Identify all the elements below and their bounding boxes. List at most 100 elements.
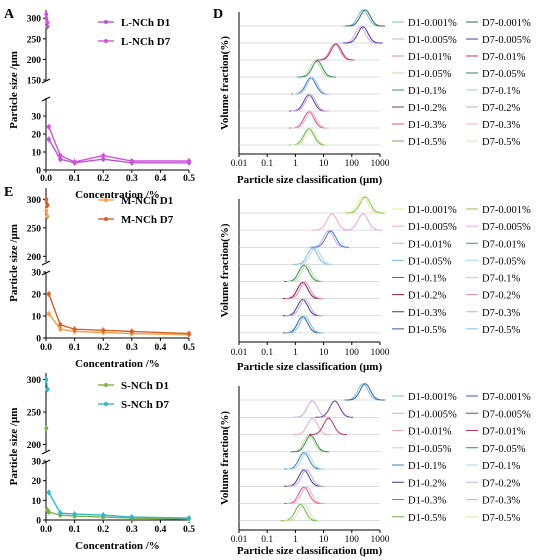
legend-marker bbox=[104, 198, 108, 202]
panel-letter: A bbox=[4, 7, 15, 22]
x-tick-label: 0.5 bbox=[183, 525, 195, 535]
panel-letter: D bbox=[213, 7, 223, 22]
x-tick-label: 0.1 bbox=[69, 525, 81, 535]
x-tick-label: 0.0 bbox=[40, 525, 52, 535]
x-tick-label: 0.1 bbox=[69, 174, 81, 184]
y-axis-label: Volume fraction(%) bbox=[219, 411, 231, 505]
y-tick-label: 250 bbox=[27, 224, 42, 234]
distribution-curve bbox=[316, 43, 355, 61]
legend-marker bbox=[104, 39, 108, 43]
axis-break-mark bbox=[41, 78, 51, 84]
legend-label: D1-0.5% bbox=[408, 513, 446, 524]
legend-label: D7-0.1% bbox=[482, 86, 520, 97]
legend-label: D1-0.3% bbox=[408, 496, 446, 507]
x-tick-label: 0.2 bbox=[97, 174, 109, 184]
axis-break-mark bbox=[41, 449, 51, 455]
x-tick-label: 1000 bbox=[371, 348, 390, 358]
data-point bbox=[129, 159, 134, 163]
legend-label: D1-0.3% bbox=[408, 120, 446, 131]
panel-letter: E bbox=[4, 185, 13, 200]
data-point bbox=[44, 12, 49, 17]
distribution-curve bbox=[290, 111, 330, 129]
x-tick-label: 0.0 bbox=[40, 343, 52, 353]
y-tick-label: 200 bbox=[27, 253, 42, 263]
x-tick-label: 0.1 bbox=[261, 535, 273, 545]
y-tick-label: 10 bbox=[32, 497, 42, 507]
x-tick-label: 0.1 bbox=[69, 343, 81, 353]
y-tick-label: 300 bbox=[27, 376, 42, 386]
distribution-curve bbox=[312, 213, 351, 231]
distribution-curve bbox=[292, 417, 331, 435]
legend-label: D1-0.05% bbox=[408, 69, 452, 80]
x-tick-label: 0.1 bbox=[261, 348, 273, 358]
y-axis-label: Particle size /μm bbox=[8, 51, 20, 129]
distribution-curve bbox=[290, 434, 330, 453]
legend-label: D1-0.005% bbox=[408, 35, 457, 46]
y-tick-label: 250 bbox=[27, 409, 42, 419]
distribution-curve bbox=[285, 316, 324, 334]
data-point bbox=[58, 153, 63, 158]
distribution-curve bbox=[285, 298, 324, 317]
legend-label: D7-0.5% bbox=[482, 325, 520, 336]
y-tick-label: 30 bbox=[32, 458, 42, 468]
legend-label: D1-0.1% bbox=[408, 86, 446, 97]
data-point bbox=[44, 426, 49, 431]
data-point bbox=[187, 159, 191, 163]
legend-marker bbox=[104, 217, 108, 221]
data-point bbox=[101, 513, 106, 518]
axis-break-mark bbox=[41, 260, 51, 266]
axis-break-mark bbox=[41, 270, 51, 276]
y-tick-label: 10 bbox=[32, 313, 42, 323]
legend-label: D7-0.005% bbox=[482, 222, 531, 233]
distribution-curve bbox=[290, 94, 330, 112]
y-tick-label: 300 bbox=[27, 15, 42, 25]
legend-label: D7-0.2% bbox=[482, 291, 520, 302]
legend-label: D1-0.01% bbox=[408, 427, 452, 438]
data-point bbox=[46, 292, 51, 296]
legend-label: D7-0.1% bbox=[482, 461, 520, 472]
distribution-curve bbox=[315, 400, 354, 418]
data-point bbox=[72, 327, 77, 332]
y-axis-label: Particle size /μm bbox=[8, 224, 20, 302]
legend-label: S-NCh D1 bbox=[121, 380, 169, 392]
line-chart-E: 200 250 300 0 10 20 30 0.0 0.1 0.2 0.3 0.4 0.5 Concen… bbox=[8, 373, 195, 552]
x-tick-label: 0.01 bbox=[231, 535, 248, 545]
distribution-curve bbox=[343, 26, 383, 44]
axis-break-mark bbox=[41, 96, 51, 102]
y-tick-label: 20 bbox=[32, 131, 42, 141]
data-point bbox=[46, 510, 51, 515]
x-tick-label: 100 bbox=[345, 535, 360, 545]
data-point bbox=[44, 377, 49, 382]
legend-label: D1-0.5% bbox=[408, 137, 446, 148]
line-chart-C: E 200 250 300 0 10 20 30 0.0 0.1 0.2 0.3 0.4 0.5 Conce… bbox=[4, 185, 195, 370]
data-point bbox=[58, 511, 63, 516]
legend-label: D7-0.05% bbox=[482, 256, 526, 267]
legend-label: D1-0.01% bbox=[408, 239, 452, 250]
legend-label: D1-0.2% bbox=[408, 291, 446, 302]
legend-label: D7-0.001% bbox=[482, 392, 531, 403]
data-point bbox=[46, 311, 51, 316]
x-axis-label: Particle size classification (μm) bbox=[237, 174, 383, 186]
ridgeline-chart-D: 0.01 0.1 1 10 100 1000 Particle size classific… bbox=[219, 196, 531, 373]
x-tick-label: 1000 bbox=[371, 159, 390, 169]
legend-label: D7-0.01% bbox=[482, 52, 526, 63]
series-line bbox=[48, 492, 190, 519]
x-tick-label: 0.2 bbox=[97, 343, 109, 353]
legend-label: D7-0.001% bbox=[482, 18, 531, 29]
data-point bbox=[101, 153, 106, 158]
distribution-curve bbox=[308, 417, 347, 435]
legend-label: D1-0.001% bbox=[408, 205, 457, 216]
legend-label: D7-0.05% bbox=[482, 444, 526, 455]
series-line bbox=[48, 313, 190, 336]
x-axis-label: Particle size classification (μm) bbox=[237, 361, 383, 373]
distribution-curve bbox=[286, 264, 325, 282]
legend-label: D7-0.3% bbox=[482, 496, 520, 507]
x-tick-label: 1 bbox=[293, 159, 298, 169]
y-tick-label: 150 bbox=[27, 77, 42, 87]
y-tick-label: 0 bbox=[36, 517, 41, 527]
legend-label: D7-0.01% bbox=[482, 427, 526, 438]
legend-label: D7-0.2% bbox=[482, 103, 520, 114]
legend-label: M-NCh D7 bbox=[121, 214, 174, 226]
